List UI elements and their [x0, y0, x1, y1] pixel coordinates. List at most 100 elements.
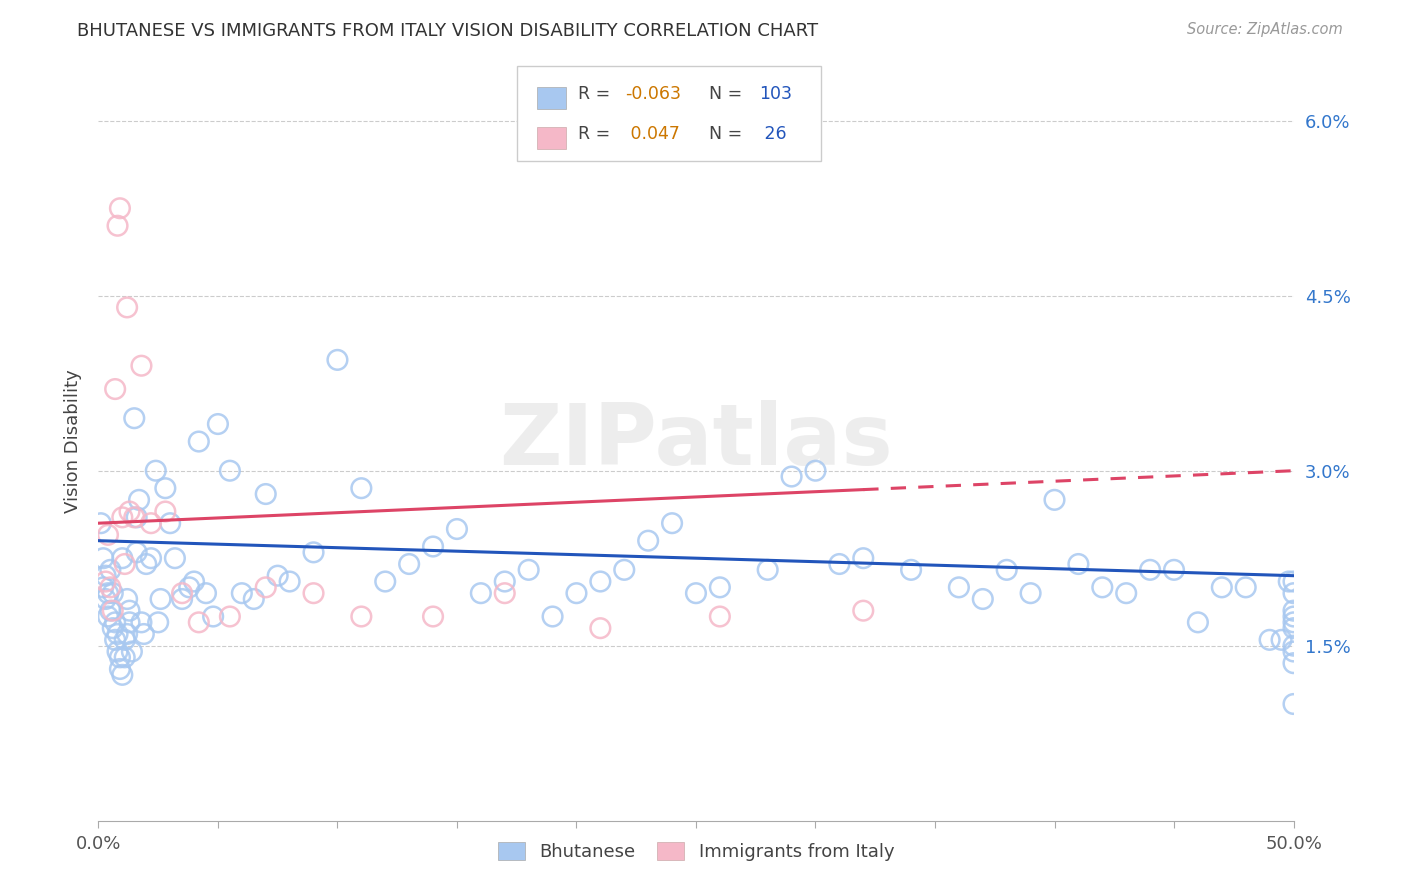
- Point: [135, 557, 157, 571]
- Point: [131, 615, 153, 630]
- Point: [350, 609, 373, 624]
- Point: [1282, 615, 1305, 630]
- Point: [517, 563, 540, 577]
- Point: [613, 563, 636, 577]
- Point: [155, 481, 177, 495]
- Point: [115, 592, 138, 607]
- Point: [172, 586, 194, 600]
- Point: [1187, 615, 1209, 630]
- Point: [243, 592, 266, 607]
- Point: [852, 551, 875, 566]
- Point: [1282, 586, 1305, 600]
- Point: [107, 644, 129, 658]
- Point: [187, 615, 209, 630]
- Point: [94, 574, 117, 589]
- Point: [948, 580, 970, 594]
- Point: [828, 557, 851, 571]
- Bar: [537, 87, 565, 110]
- Point: [97, 586, 120, 600]
- Point: [972, 592, 994, 607]
- Point: [1282, 639, 1305, 653]
- Point: [131, 359, 153, 373]
- Point: [97, 609, 120, 624]
- Point: [159, 516, 181, 531]
- Text: N =: N =: [709, 125, 748, 144]
- Legend: Bhutanese, Immigrants from Italy: Bhutanese, Immigrants from Italy: [491, 835, 901, 869]
- Point: [111, 551, 134, 566]
- Point: [155, 504, 177, 518]
- Point: [118, 504, 141, 518]
- Point: [91, 551, 114, 566]
- Point: [278, 574, 301, 589]
- Point: [118, 615, 141, 630]
- FancyBboxPatch shape: [517, 66, 821, 161]
- Point: [267, 568, 290, 582]
- Point: [1163, 563, 1185, 577]
- Text: 103: 103: [759, 85, 793, 103]
- Point: [104, 615, 127, 630]
- Point: [94, 592, 117, 607]
- Point: [149, 592, 172, 607]
- Point: [1258, 632, 1281, 647]
- Point: [202, 609, 225, 624]
- Point: [1282, 644, 1305, 658]
- Point: [172, 592, 194, 607]
- Bar: [537, 127, 565, 149]
- Point: [1271, 632, 1294, 647]
- Text: 26: 26: [759, 125, 787, 144]
- Point: [101, 586, 124, 600]
- Point: [756, 563, 779, 577]
- Point: [494, 586, 516, 600]
- Point: [148, 615, 170, 630]
- Point: [183, 574, 205, 589]
- Point: [139, 551, 162, 566]
- Point: [1091, 580, 1114, 594]
- Point: [139, 516, 162, 531]
- Point: [661, 516, 683, 531]
- Point: [780, 469, 803, 483]
- Point: [124, 510, 146, 524]
- Point: [1067, 557, 1090, 571]
- Point: [97, 528, 120, 542]
- Point: [1282, 697, 1305, 711]
- Point: [90, 516, 112, 531]
- Point: [98, 604, 122, 618]
- Point: [589, 574, 612, 589]
- Point: [231, 586, 253, 600]
- Point: [104, 632, 127, 647]
- Point: [91, 580, 114, 594]
- Point: [1211, 580, 1233, 594]
- Point: [254, 487, 277, 501]
- Point: [541, 609, 564, 624]
- Text: BHUTANESE VS IMMIGRANTS FROM ITALY VISION DISABILITY CORRELATION CHART: BHUTANESE VS IMMIGRANTS FROM ITALY VISIO…: [77, 22, 818, 40]
- Point: [470, 586, 492, 600]
- Point: [108, 201, 131, 215]
- Point: [709, 580, 731, 594]
- Point: [1282, 656, 1305, 670]
- Point: [565, 586, 588, 600]
- Point: [1234, 580, 1257, 594]
- Point: [107, 219, 129, 233]
- Point: [219, 464, 242, 478]
- Point: [374, 574, 396, 589]
- Text: ZIPatlas: ZIPatlas: [499, 400, 893, 483]
- Point: [114, 650, 136, 665]
- Point: [326, 352, 349, 367]
- Text: Source: ZipAtlas.com: Source: ZipAtlas.com: [1187, 22, 1343, 37]
- Point: [145, 464, 167, 478]
- Point: [1282, 604, 1305, 618]
- Point: [446, 522, 468, 536]
- Point: [398, 557, 420, 571]
- Point: [101, 621, 124, 635]
- Point: [637, 533, 659, 548]
- Point: [685, 586, 707, 600]
- Point: [900, 563, 922, 577]
- Point: [804, 464, 827, 478]
- Point: [219, 609, 242, 624]
- Point: [302, 586, 325, 600]
- Point: [254, 580, 277, 594]
- Point: [108, 650, 131, 665]
- Point: [195, 586, 218, 600]
- Point: [115, 627, 138, 641]
- Point: [350, 481, 373, 495]
